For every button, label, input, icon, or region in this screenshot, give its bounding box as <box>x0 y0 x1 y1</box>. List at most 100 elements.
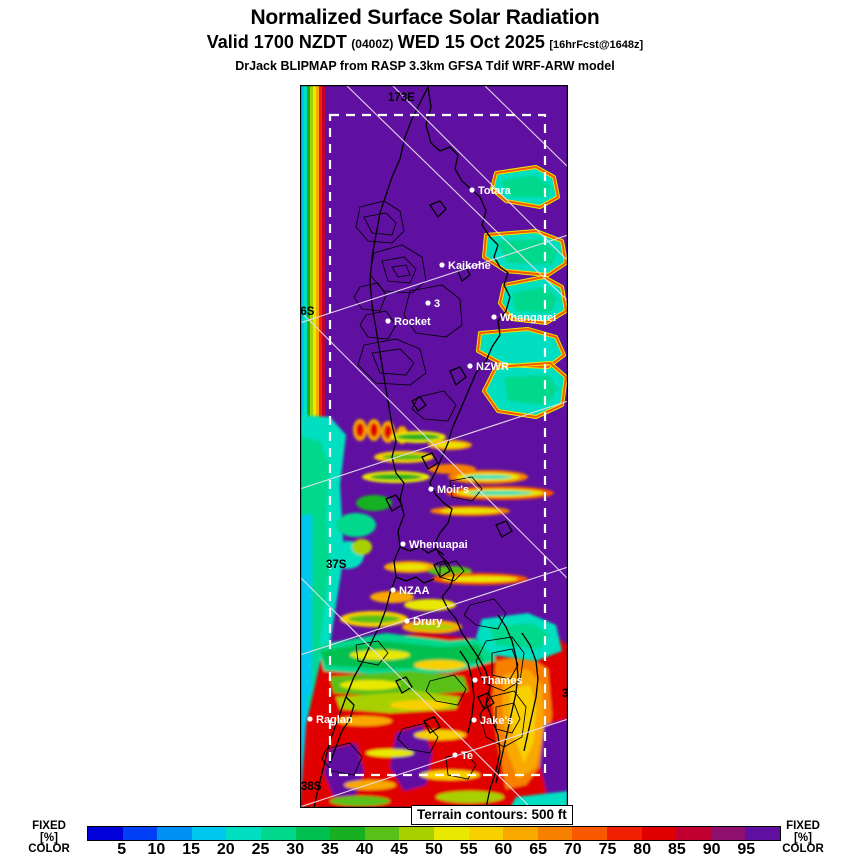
colorbar-segment <box>88 827 123 840</box>
colorbar-tick-label: 20 <box>216 841 235 858</box>
city-marker[interactable]: NZWR <box>467 361 509 373</box>
colorbar-segment <box>572 827 607 840</box>
latlon-gridlines <box>300 85 568 808</box>
city-label: Moir's <box>437 484 469 496</box>
city-marker[interactable]: Rocket <box>385 316 431 328</box>
colorbar-segment <box>260 827 296 840</box>
colorbar-segment <box>433 827 469 840</box>
city-dot-icon <box>439 262 445 268</box>
colorbar-segment <box>330 827 365 840</box>
city-label: Whenuapai <box>409 539 468 551</box>
colorbar-segment <box>295 827 331 840</box>
colorbar-tick-label: 90 <box>702 841 721 858</box>
city-dot-icon <box>471 717 477 723</box>
colorbar-segment <box>122 827 158 840</box>
model-description: DrJack BLIPMAP from RASP 3.3km GFSA Tdif… <box>235 59 615 73</box>
field-southeast-cool <box>476 613 568 808</box>
gridline-label: 173E <box>388 92 415 104</box>
city-dot-icon <box>390 587 396 593</box>
colorbar-tick-label: 85 <box>667 841 686 858</box>
city-marker[interactable]: Jake's <box>471 715 513 727</box>
city-label: Totara <box>478 185 512 197</box>
city-dot-icon <box>404 618 410 624</box>
city-marker[interactable]: Kaikohe <box>439 260 491 272</box>
valid-time-line: Valid 1700 NZDT (0400Z) WED 15 Oct 2025 … <box>0 31 850 56</box>
forecast-domain-box <box>328 113 547 777</box>
colorbar-segment <box>503 827 538 840</box>
city-label: Kaikohe <box>448 260 491 272</box>
colorbar-tick-labels: 5 10 15 20 25 30 35 40 45 50 55 60 65 70 75 80 85 90 95 <box>87 841 781 861</box>
city-dot-icon <box>385 318 391 324</box>
field-south-warm <box>300 633 568 808</box>
colorbar-segment <box>364 827 400 840</box>
city-label: Te <box>461 750 473 762</box>
colorbar-left-line-1: FIXED <box>32 820 66 832</box>
city-marker[interactable]: Whenuapai <box>400 539 468 551</box>
city-dot-icon <box>491 314 497 320</box>
colorbar-tick-label: 95 <box>737 841 756 858</box>
city-dot-icon <box>425 300 431 306</box>
city-marker[interactable]: Te <box>452 750 473 762</box>
city-label: Jake's <box>480 715 513 727</box>
terrain-contour-note: Terrain contours: 500 ft <box>411 805 573 825</box>
colorbar-segment <box>710 827 746 840</box>
valid-time-utc: (0400Z) <box>351 37 394 51</box>
city-label: Whangarei <box>500 312 556 324</box>
colorbar-tick-label: 5 <box>117 841 127 858</box>
page-title: Normalized Surface Solar Radiation <box>250 6 600 29</box>
gridline-label: 36S <box>300 306 315 318</box>
colorbar-left-line-3: COLOR <box>28 843 70 855</box>
title-block: Normalized Surface Solar Radiation Valid… <box>0 0 850 74</box>
colorbar-tick-label: 60 <box>494 841 513 858</box>
city-dot-icon <box>400 541 406 547</box>
colorbar-tick-label: 35 <box>320 841 339 858</box>
colorbar-tick-label: 65 <box>529 841 547 858</box>
coastline-layer <box>313 86 539 808</box>
colorbar-right-caption: FIXED [%] COLOR <box>772 820 834 856</box>
colorbar-tick-label: 25 <box>251 841 270 858</box>
city-marker[interactable]: NZAA <box>390 585 430 597</box>
colorbar-segment <box>745 827 780 840</box>
colorbar-right-line-3: COLOR <box>782 843 824 855</box>
city-dot-icon <box>469 187 475 193</box>
city-label: 3 <box>434 298 440 310</box>
colorbar-segment <box>468 827 504 840</box>
city-label: Drury <box>413 616 443 628</box>
gridline-label: 38S <box>301 781 322 793</box>
city-dot-icon <box>307 716 313 722</box>
field-streaks <box>332 419 554 634</box>
valid-time: Valid 1700 NZDT <box>206 32 347 52</box>
colorbar-right-line-2: [%] <box>794 831 812 844</box>
city-marker[interactable]: Drury <box>404 616 443 628</box>
gridline-label: 37S <box>326 559 347 571</box>
forecast-tag: [16hrFcst@1648z] <box>549 39 644 51</box>
city-marker[interactable]: Whangarei <box>491 312 556 324</box>
colorbar-segment <box>157 827 192 840</box>
colorbar-tick-label: 45 <box>390 841 409 858</box>
city-dot-icon <box>467 363 473 369</box>
map-panel[interactable]: Totara Kaikohe 3 Rocket Whangarei NZWR Moir's W… <box>300 85 568 808</box>
gridline-label: 37S <box>562 688 568 700</box>
city-dot-icon <box>472 677 478 683</box>
city-dot-icon <box>452 752 458 758</box>
colorbar-segment <box>537 827 573 840</box>
colorbar-tick-label: 75 <box>598 841 617 858</box>
colorbar-segment <box>676 827 711 840</box>
city-label: NZAA <box>399 585 430 597</box>
city-label: NZWR <box>476 361 509 373</box>
colorbar[interactable] <box>87 826 781 841</box>
colorbar-tick-label: 10 <box>147 841 166 858</box>
colorbar-tick-label: 80 <box>633 841 652 858</box>
colorbar-left-line-2: [%] <box>40 831 58 844</box>
colorbar-segment <box>606 827 642 840</box>
colorbar-left-caption: FIXED [%] COLOR <box>18 820 80 856</box>
city-marker[interactable]: Totara <box>469 185 512 197</box>
colorbar-tick-label: 15 <box>182 841 200 858</box>
city-label: Raglan <box>316 714 353 726</box>
city-marker[interactable]: 3 <box>425 298 440 310</box>
city-marker[interactable]: Raglan <box>307 714 353 726</box>
city-marker[interactable]: Thames <box>472 675 523 687</box>
city-marker[interactable]: Moir's <box>428 484 469 496</box>
